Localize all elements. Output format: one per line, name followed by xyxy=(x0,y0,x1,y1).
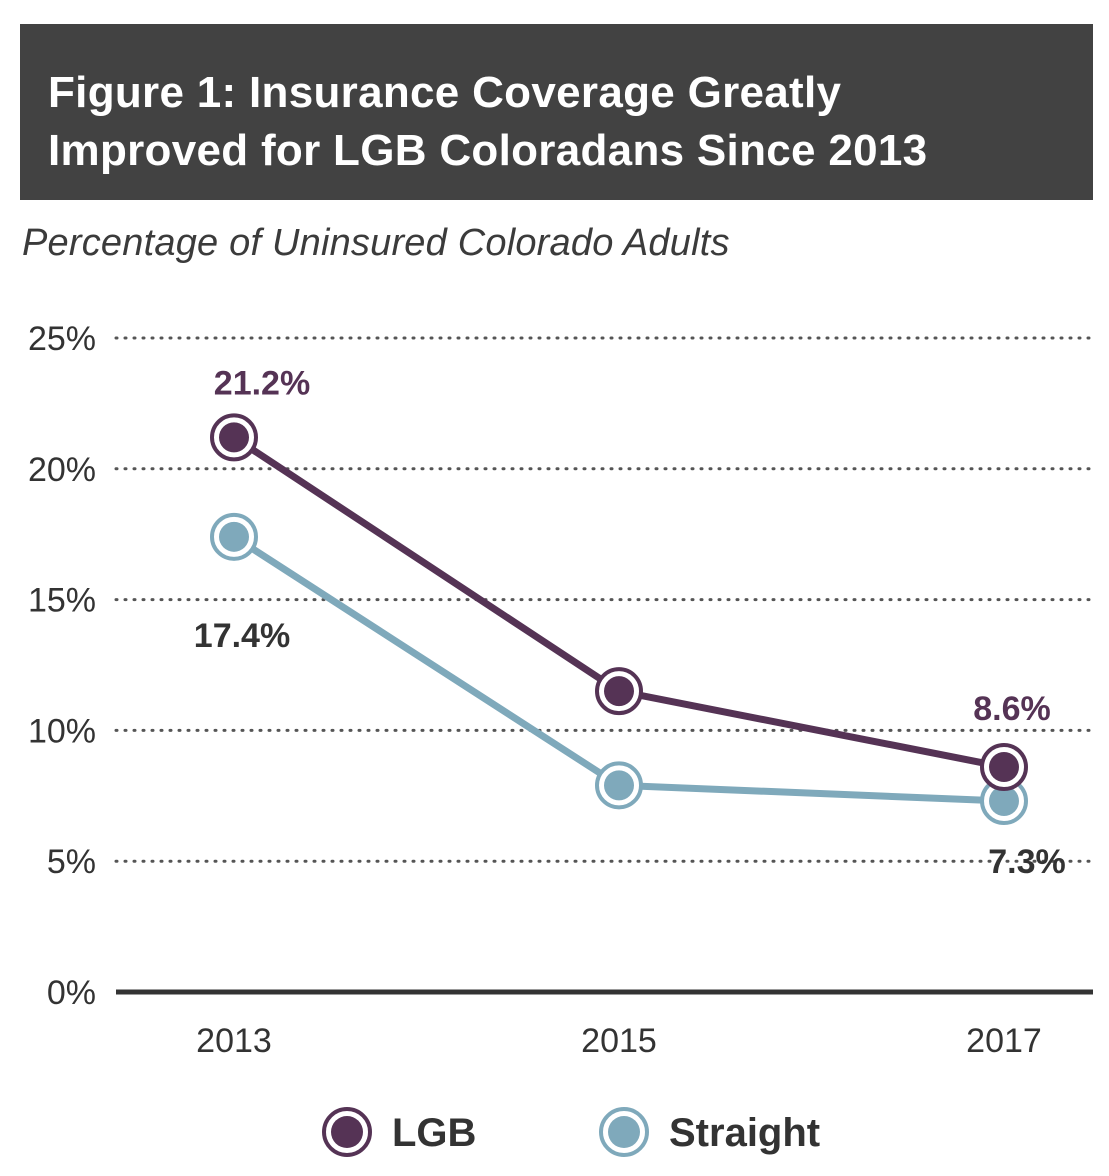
chart-subtitle: Percentage of Uninsured Colorado Adults xyxy=(22,222,730,264)
legend-marker-straight xyxy=(599,1107,649,1157)
legend-label-lgb: LGB xyxy=(392,1111,476,1155)
y-tick-label: 0% xyxy=(47,974,96,1012)
y-tick-label: 15% xyxy=(28,582,96,620)
data-label-straight: 7.3% xyxy=(988,843,1066,881)
data-point-straight xyxy=(980,777,1028,826)
y-tick-label: 5% xyxy=(47,843,96,881)
data-point-lgb xyxy=(980,743,1028,792)
legend-marker-lgb xyxy=(322,1107,372,1157)
y-tick-label: 25% xyxy=(28,320,96,358)
data-point-lgb xyxy=(595,667,643,716)
x-tick-label: 2017 xyxy=(966,1022,1042,1060)
data-label-lgb: 8.6% xyxy=(973,690,1051,728)
y-tick-label: 20% xyxy=(28,451,96,489)
data-point-straight xyxy=(210,512,258,561)
series-line-lgb xyxy=(230,433,1008,771)
data-point-straight xyxy=(595,761,643,810)
y-tick-label: 10% xyxy=(28,712,96,750)
data-point-lgb xyxy=(210,413,258,462)
chart-title-line-2: Improved for LGB Coloradans Since 2013 xyxy=(48,126,928,175)
x-tick-label: 2015 xyxy=(581,1022,657,1060)
data-label-straight: 17.4% xyxy=(194,617,290,655)
data-label-lgb: 21.2% xyxy=(214,364,310,402)
chart-header: Figure 1: Insurance Coverage Greatly Imp… xyxy=(20,24,1093,200)
chart-title-line-1: Figure 1: Insurance Coverage Greatly xyxy=(48,68,842,117)
x-tick-label: 2013 xyxy=(196,1022,272,1060)
legend-label-straight: Straight xyxy=(669,1111,820,1155)
